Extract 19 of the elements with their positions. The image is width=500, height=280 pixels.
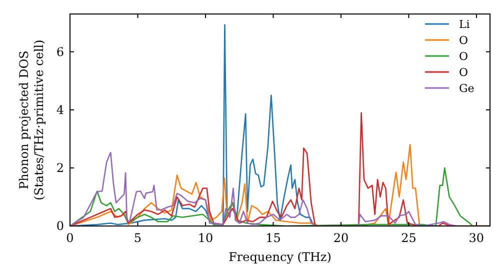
x-axis-title: Frequency (THz) <box>228 250 332 264</box>
y-axis-title: Phonon projected DOS (States/THz·primitive cell) <box>17 40 46 200</box>
x-tick-label: 0 <box>66 231 74 245</box>
legend-label: O <box>459 50 468 63</box>
x-tick-label: 5 <box>134 231 142 245</box>
legend-label: O <box>459 66 468 79</box>
x-tick-label: 10 <box>198 231 214 245</box>
y-tick-label: 6 <box>56 44 64 59</box>
x-tick-label: 20 <box>333 231 349 245</box>
y-tick-label: 4 <box>56 102 64 117</box>
legend-label: Ge <box>459 82 474 95</box>
x-tick-label: 25 <box>401 231 416 245</box>
x-tick-label: 15 <box>266 231 281 245</box>
legend-label: O <box>459 34 468 47</box>
legend-label: Li <box>459 18 470 31</box>
y-tick-label: 2 <box>56 160 64 175</box>
x-tick-label: 30 <box>468 231 484 245</box>
line-series <box>70 152 457 226</box>
y-tick-label: 0 <box>56 219 64 233</box>
